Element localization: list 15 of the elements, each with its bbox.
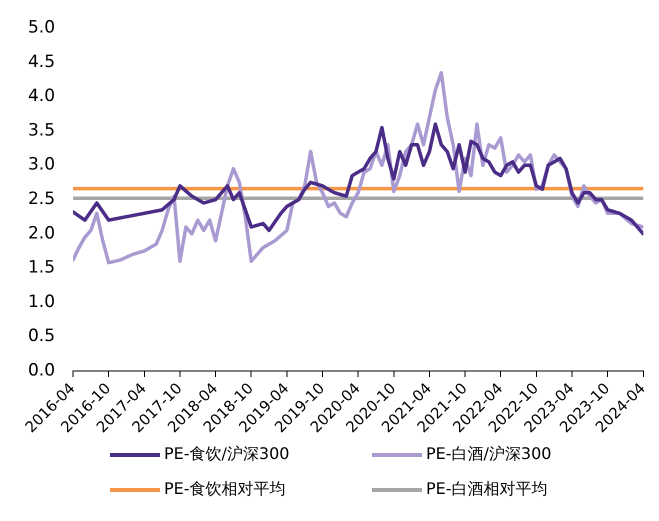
y-tick-label: 3.5 (28, 120, 56, 140)
y-tick-label: 1.0 (28, 292, 56, 312)
y-tick-label: 1.5 (28, 258, 56, 278)
y-tick-label: 5.0 (28, 18, 56, 38)
y-tick-label: 0.5 (28, 326, 56, 346)
legend-label: PE-食饮/沪深300 (164, 444, 290, 465)
y-tick-label: 2.5 (28, 189, 56, 209)
y-tick-label: 4.0 (28, 86, 56, 106)
y-tick-label: 0.0 (28, 360, 56, 380)
legend-label: PE-白酒/沪深300 (426, 444, 552, 465)
y-tick-label: 3.0 (28, 154, 56, 175)
legend-label: PE-白酒相对平均 (426, 479, 548, 500)
legend-label: PE-食饮相对平均 (164, 479, 286, 500)
y-tick-label: 2.0 (28, 223, 56, 244)
y-tick-label: 4.5 (28, 52, 56, 72)
